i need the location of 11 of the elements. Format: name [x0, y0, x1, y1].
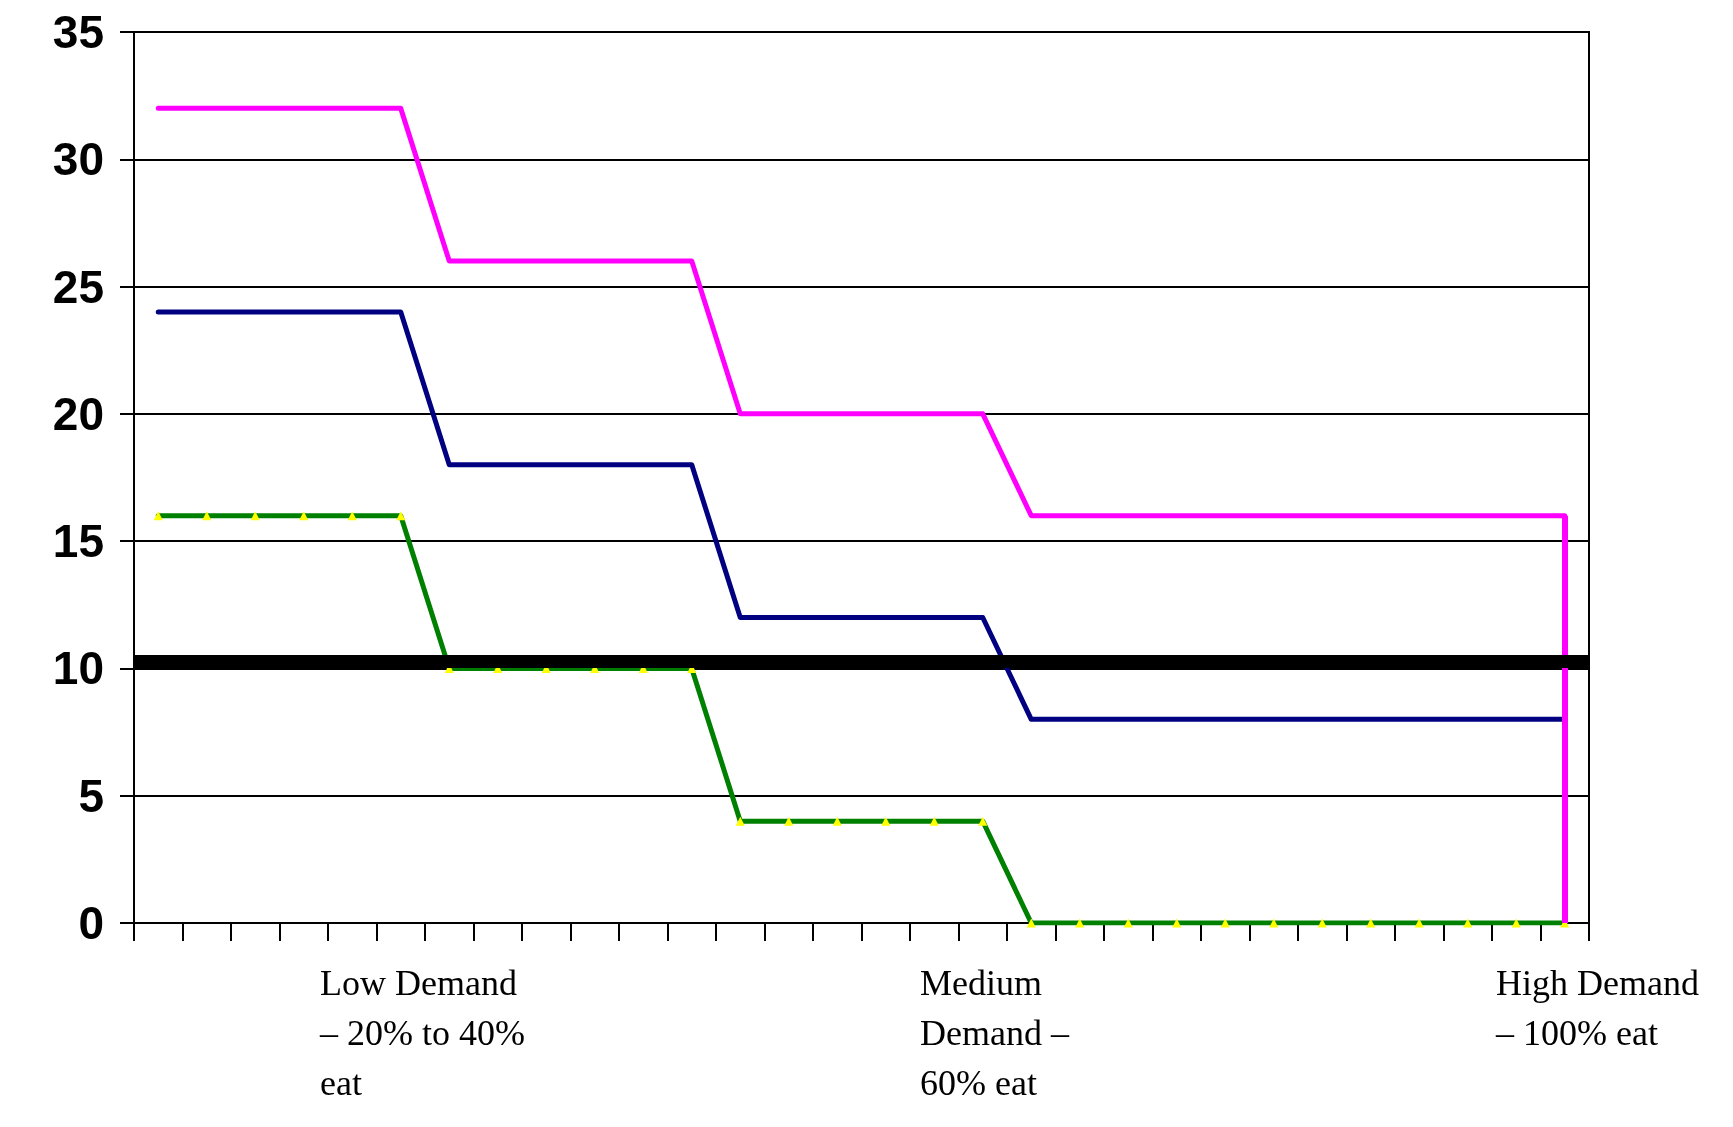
y-tick-label: 0	[78, 897, 104, 949]
y-tick-label: 30	[52, 133, 104, 186]
y-tick-label: 10	[52, 642, 104, 695]
y-tick-label: 5	[78, 769, 104, 822]
text: Low Demand – 20% to 40% eat	[319, 963, 534, 1103]
y-tick-label: 15	[52, 515, 104, 568]
text: Medium Demand – 60% eat	[920, 963, 1078, 1103]
y-tick-label: 35	[52, 6, 104, 58]
y-tick-label: 25	[52, 260, 104, 313]
y-tick-label: 20	[52, 387, 104, 440]
text: High Demand – 100% eat	[1495, 963, 1708, 1053]
